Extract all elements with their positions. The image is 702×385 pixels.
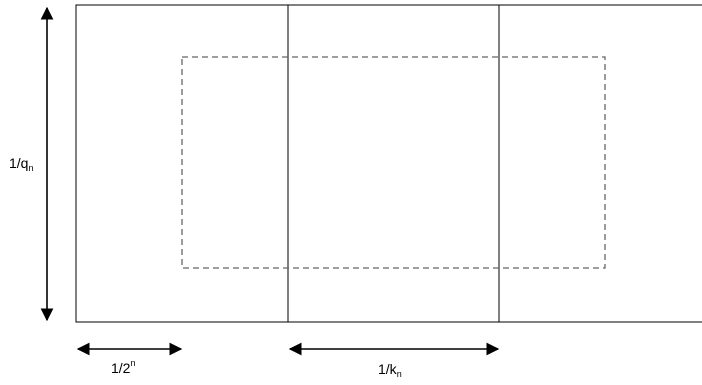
label-horizontal-left: 1/2n [111,358,135,376]
label-vertical: 1/qn [9,155,33,173]
dashed-inner-rectangle [181,56,606,269]
outer-rectangle [75,4,702,323]
label-horizontal-left-base: 1/2 [111,360,131,376]
label-horizontal-right: 1/kn [378,361,402,379]
label-horizontal-right-sub: n [397,369,402,379]
label-vertical-sub: n [28,163,33,173]
label-horizontal-left-sup: n [130,358,135,368]
label-vertical-base: 1/q [9,155,28,171]
label-horizontal-right-base: 1/k [378,361,398,377]
